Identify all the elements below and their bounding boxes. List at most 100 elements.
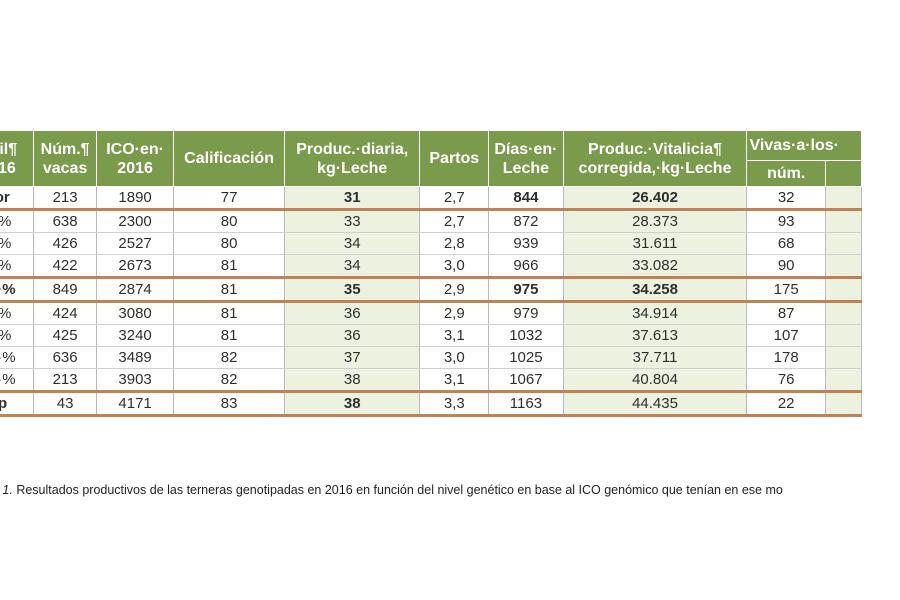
cell-partos: 2,7: [419, 209, 490, 233]
table-row: 0·% 422 2673 81 34 3,0 966 33.082 90: [0, 254, 863, 279]
cell-calificacion: 81: [173, 254, 286, 279]
table-row: 99·% 213 3903 82 38 3,1 1067 40.804 76: [0, 368, 863, 393]
cell-produc-vitalicia: 44.435: [562, 391, 748, 417]
table-caption: a 1. Resultados productivos de las terne…: [0, 483, 783, 497]
table-row: op 43 4171 83 38 3,3 1163 44.435 22: [0, 391, 863, 417]
cell-dias-leche: 939: [488, 232, 564, 255]
cell-partos: 2,9: [419, 301, 490, 325]
cell-calificacion: 83: [173, 391, 286, 417]
cell-dias-leche: 1025: [488, 346, 564, 369]
cell-vacas: 425: [33, 324, 98, 347]
caption-text: Resultados productivos de las terneras g…: [12, 483, 783, 497]
row-label: 95·%: [0, 346, 35, 369]
cell-vacas: 636: [33, 346, 98, 369]
cell-vivas-num: 68: [746, 232, 826, 255]
cell-partos: 2,8: [419, 232, 490, 255]
cell-dias-leche: 1067: [488, 368, 564, 393]
cell-produc-vitalicia: 34.914: [562, 301, 748, 325]
header-ico: ICO·en· 2016: [96, 130, 175, 187]
cell-calificacion: 81: [173, 301, 286, 325]
cell-produc-vitalicia: 37.711: [562, 346, 748, 369]
cell-vivas-extra: [824, 209, 863, 233]
cell-dias-leche: 975: [488, 277, 564, 303]
header-calificacion: Calificación: [173, 130, 286, 187]
cell-vivas-extra: [824, 368, 863, 393]
cell-vivas-num: 87: [746, 301, 826, 325]
cell-vivas-extra: [824, 232, 863, 255]
cell-partos: 3,1: [419, 324, 490, 347]
cell-ico: 3489: [96, 346, 175, 369]
cell-vivas-num: 178: [746, 346, 826, 369]
row-label: op: [0, 391, 35, 417]
cell-calificacion: 80: [173, 232, 286, 255]
cell-dias-leche: 966: [488, 254, 564, 279]
cell-calificacion: 81: [173, 277, 286, 303]
cell-vacas: 213: [33, 186, 98, 211]
header-num-vacas: Núm.¶ vacas: [33, 130, 98, 187]
table-row: 0·% 424 3080 81 36 2,9 979 34.914 87: [0, 301, 863, 325]
table-row: eor 213 1890 77 31 2,7 844 26.402 32: [0, 186, 863, 211]
header-vivas-num: núm.: [746, 160, 826, 187]
cell-vacas: 426: [33, 232, 98, 255]
cell-partos: 2,9: [419, 277, 490, 303]
row-label: 99·%: [0, 368, 35, 393]
cell-produc-vitalicia: 37.613: [562, 324, 748, 347]
cell-vivas-extra: [824, 277, 863, 303]
cell-vacas: 43: [33, 391, 98, 417]
cell-ico: 1890: [96, 186, 175, 211]
cell-vacas: 849: [33, 277, 98, 303]
cell-produc-vitalicia: 28.373: [562, 209, 748, 233]
cell-ico: 4171: [96, 391, 175, 417]
cell-vivas-extra: [824, 254, 863, 279]
cell-vivas-num: 22: [746, 391, 826, 417]
cell-vivas-extra: [824, 391, 863, 417]
cell-vivas-extra: [824, 324, 863, 347]
cell-partos: 3,1: [419, 368, 490, 393]
cell-calificacion: 80: [173, 209, 286, 233]
cell-produc-diaria: 38: [284, 391, 421, 417]
cell-dias-leche: 1163: [488, 391, 564, 417]
table-row: 95·% 636 3489 82 37 3,0 1025 37.711 178: [0, 346, 863, 369]
cell-vivas-extra: [824, 186, 863, 211]
cell-ico: 3080: [96, 301, 175, 325]
cell-partos: 3,0: [419, 346, 490, 369]
caption-label: a 1.: [0, 483, 13, 497]
cell-ico: 2300: [96, 209, 175, 233]
cell-vacas: 422: [33, 254, 98, 279]
cell-produc-vitalicia: 40.804: [562, 368, 748, 393]
row-label: 50·%: [0, 277, 35, 303]
cell-vivas-num: 32: [746, 186, 826, 211]
header-vivas-extra: [824, 160, 863, 187]
cell-calificacion: 82: [173, 346, 286, 369]
header-partos: Partos: [419, 130, 490, 187]
cell-vivas-num: 107: [746, 324, 826, 347]
cell-partos: 2,7: [419, 186, 490, 211]
cell-produc-diaria: 38: [284, 368, 421, 393]
table-row: 0·% 426 2527 80 34 2,8 939 31.611 68: [0, 232, 863, 255]
table-row: 0·% 425 3240 81 36 3,1 1032 37.613 107: [0, 324, 863, 347]
cell-produc-diaria: 36: [284, 324, 421, 347]
cell-ico: 2874: [96, 277, 175, 303]
row-label: 0·%: [0, 301, 35, 325]
cell-vivas-num: 93: [746, 209, 826, 233]
cell-ico: 2673: [96, 254, 175, 279]
results-table: ·ntil¶ 2016 Núm.¶ vacas ICO·en· 2016 Cal…: [0, 130, 863, 417]
cell-ico: 3903: [96, 368, 175, 393]
cell-dias-leche: 872: [488, 209, 564, 233]
cell-partos: 3,3: [419, 391, 490, 417]
cell-vivas-num: 76: [746, 368, 826, 393]
cell-produc-vitalicia: 26.402: [562, 186, 748, 211]
cell-produc-diaria: 35: [284, 277, 421, 303]
cell-dias-leche: 844: [488, 186, 564, 211]
cell-vacas: 638: [33, 209, 98, 233]
cell-produc-vitalicia: 34.258: [562, 277, 748, 303]
table-row: 0·% 638 2300 80 33 2,7 872 28.373 93: [0, 209, 863, 233]
cell-calificacion: 77: [173, 186, 286, 211]
cell-produc-diaria: 34: [284, 254, 421, 279]
cell-vacas: 213: [33, 368, 98, 393]
cell-calificacion: 81: [173, 324, 286, 347]
row-label: 0·%: [0, 232, 35, 255]
cell-ico: 2527: [96, 232, 175, 255]
cell-produc-diaria: 36: [284, 301, 421, 325]
cell-vivas-num: 175: [746, 277, 826, 303]
